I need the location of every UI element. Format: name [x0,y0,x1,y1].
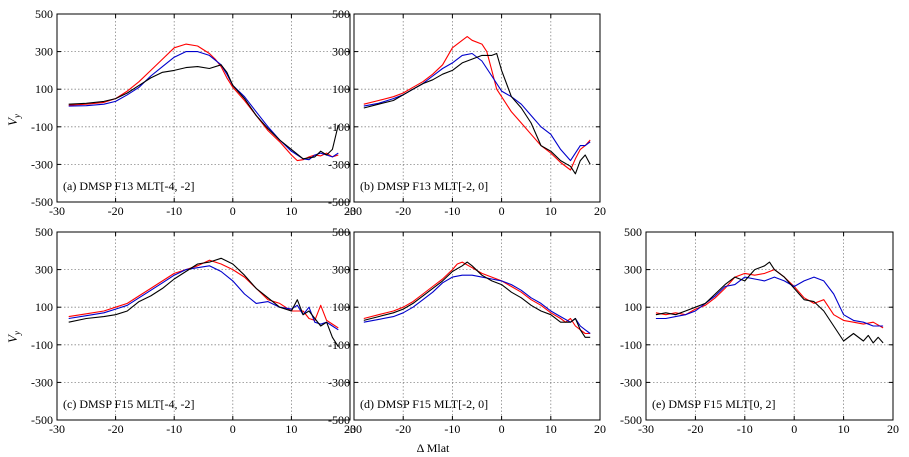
y-tick-label: -300 [328,157,350,171]
y-axis-label-top: Vy [5,114,22,126]
y-tick-label: 100 [332,82,350,96]
x-tick-label: -20 [108,422,124,436]
series-line-1 [68,259,339,329]
y-tick-label: 100 [35,82,53,96]
x-tick-label: 20 [344,422,356,436]
series-line-2 [655,276,884,327]
series-line-1 [363,261,591,335]
y-tick-label: -300 [31,157,53,171]
panel-label: (c) DMSP F15 MLT[-4, -2] [63,397,194,411]
x-tick-label: -10 [166,422,182,436]
y-tick-label: 100 [35,300,53,314]
y-axis-label-main: V [5,333,20,343]
x-tick-label: 20 [344,204,356,218]
x-tick-label: 10 [285,422,297,436]
x-tick-label: -10 [444,422,460,436]
y-tick-label: 100 [332,300,350,314]
x-tick-label: -30 [49,204,65,218]
x-tick-label: -30 [638,422,654,436]
y-axis-label-main: V [5,116,20,126]
x-tick-label: -10 [166,204,182,218]
y-axis-label-sub: y [12,114,22,119]
series-line-2 [363,274,591,334]
y-tick-label: 500 [332,225,350,239]
x-tick-label: -20 [395,422,411,436]
plot-frame [645,231,894,421]
x-tick-label: 20 [887,422,899,436]
x-tick-label: 10 [545,422,557,436]
y-tick-label: -100 [31,338,53,352]
y-tick-label: 300 [624,263,642,277]
x-tick-label: 0 [791,422,797,436]
plot-frame [353,13,601,203]
plot-frame [353,231,601,421]
y-tick-label: -300 [620,375,642,389]
series-line-1 [655,269,884,329]
y-tick-label: 300 [35,263,53,277]
series-line-2 [68,265,339,331]
y-tick-label: -100 [328,120,350,134]
y-tick-label: -500 [328,195,350,209]
x-tick-label: 20 [594,422,606,436]
x-tick-label: 0 [499,422,505,436]
y-tick-label: 500 [624,225,642,239]
y-tick-label: 300 [332,263,350,277]
panel-label: (e) DMSP F15 MLT[0, 2] [652,397,775,411]
y-tick-label: -500 [31,413,53,427]
y-tick-label: 100 [624,300,642,314]
y-tick-label: -500 [31,195,53,209]
x-axis-label: Δ Mlat [417,441,450,455]
y-tick-label: 500 [35,225,53,239]
x-tick-label: 0 [499,204,505,218]
y-tick-label: 300 [35,45,53,59]
y-tick-label: -100 [31,120,53,134]
y-tick-label: -300 [328,375,350,389]
y-tick-label: -100 [328,338,350,352]
x-tick-label: 20 [594,204,606,218]
x-tick-label: -20 [108,204,124,218]
y-axis-label-sub: y [12,331,22,336]
series-line-3 [655,261,884,344]
x-tick-label: 10 [545,204,557,218]
x-tick-label: 10 [838,422,850,436]
y-tick-label: -100 [620,338,642,352]
series-line-2 [68,51,339,161]
y-tick-label: 500 [332,7,350,21]
x-tick-label: -20 [687,422,703,436]
panel-label: (b) DMSP F13 MLT[-2, 0] [360,179,488,193]
y-tick-label: 300 [332,45,350,59]
x-tick-label: -30 [346,422,362,436]
x-tick-label: 0 [230,204,236,218]
x-tick-label: -30 [346,204,362,218]
series-line-1 [68,43,339,162]
x-tick-label: -20 [395,204,411,218]
y-tick-label: -500 [328,413,350,427]
series-line-1 [363,36,591,171]
plot-frame [56,231,351,421]
plot-frame [56,13,351,203]
x-tick-label: -30 [49,422,65,436]
series-line-3 [68,257,339,347]
series-line-2 [363,52,591,162]
panel-label: (a) DMSP F13 MLT[-4, -2] [63,179,194,193]
series-line-3 [363,52,591,175]
series-line-3 [363,261,591,338]
panel-label: (d) DMSP F15 MLT[-2, 0] [360,397,488,411]
y-tick-label: -500 [620,413,642,427]
y-axis-label-bottom: Vy [5,331,22,343]
series-line-3 [68,64,339,160]
x-tick-label: 0 [230,422,236,436]
x-tick-label: -10 [444,204,460,218]
x-tick-label: -10 [737,422,753,436]
x-tick-label: 10 [285,204,297,218]
y-tick-label: 500 [35,7,53,21]
y-tick-label: -300 [31,375,53,389]
